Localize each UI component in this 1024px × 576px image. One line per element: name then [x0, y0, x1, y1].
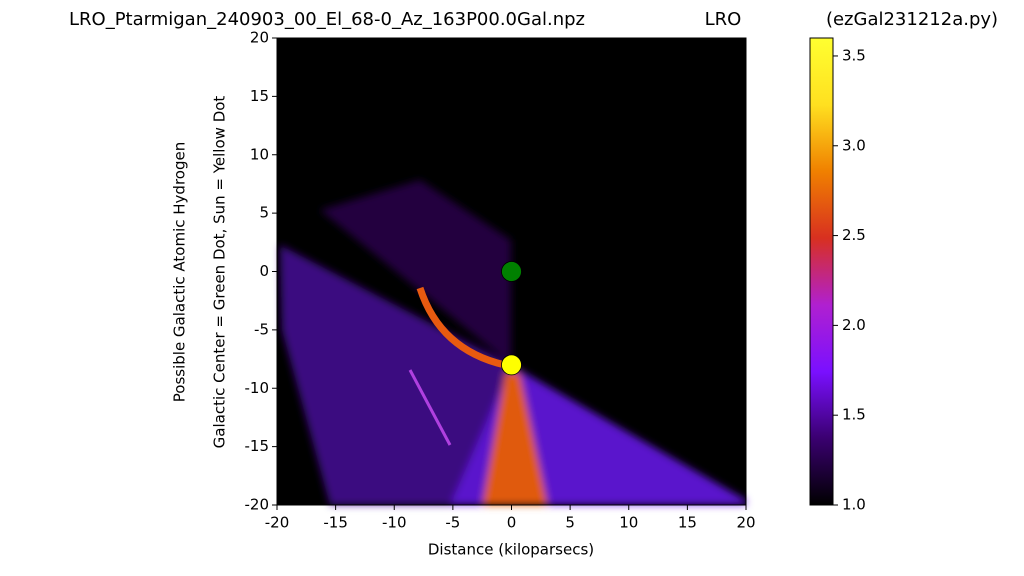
- point: [501, 261, 522, 282]
- image-area: [276, 37, 747, 506]
- chart-title: LRO_Ptarmigan_240903_00_El_68-0_Az_163P0…: [69, 9, 585, 30]
- emission-fan: [320, 180, 511, 365]
- y-tick-label: 20: [250, 29, 269, 47]
- x-tick-label: -15: [323, 514, 348, 532]
- colorbar-tick-label: 3.5: [842, 46, 866, 64]
- x-tick-label: 0: [507, 514, 517, 532]
- y-tick-label: -10: [245, 379, 270, 397]
- x-axis-label: Distance (kiloparsecs): [428, 541, 594, 559]
- y-tick-label: 5: [259, 204, 269, 222]
- colorbar-tick-label: 2.5: [842, 226, 866, 244]
- x-tick-label: -5: [445, 514, 460, 532]
- x-tick-label: 5: [565, 514, 575, 532]
- y-axis-label: Galactic Center = Green Dot, Sun = Yello…: [211, 96, 229, 449]
- y-tick-label: 10: [250, 145, 269, 163]
- emission-arm: [416, 286, 506, 369]
- annotation: (ezGal231212a.py): [826, 9, 998, 30]
- y-tick-label: 15: [250, 87, 269, 105]
- y-tick-label: -5: [254, 320, 269, 338]
- x-tick-label: 20: [736, 514, 755, 532]
- subtitle: LRO: [705, 9, 742, 30]
- emission-core: [482, 372, 548, 505]
- y-tick-label: -15: [245, 437, 270, 455]
- point: [501, 354, 522, 376]
- y-tick-label: -20: [245, 496, 270, 514]
- emission-fan: [280, 245, 511, 505]
- colorbar-tick-label: 2.0: [842, 316, 866, 334]
- emission-arm: [408, 369, 452, 446]
- colorbar: [809, 37, 834, 506]
- y-tick-label: 0: [259, 262, 269, 280]
- x-tick-label: 10: [619, 514, 638, 532]
- emission: [280, 180, 746, 505]
- colorbar-tick-label: 3.0: [842, 136, 866, 154]
- x-tick-label: 15: [678, 514, 697, 532]
- colorbar-tick-label: 1.5: [842, 406, 866, 424]
- x-tick-label: -20: [265, 514, 290, 532]
- x-tick-label: -10: [382, 514, 407, 532]
- y-axis-label: Possible Galactic Atomic Hydrogen: [171, 142, 189, 402]
- colorbar-tick-label: 1.0: [842, 496, 866, 514]
